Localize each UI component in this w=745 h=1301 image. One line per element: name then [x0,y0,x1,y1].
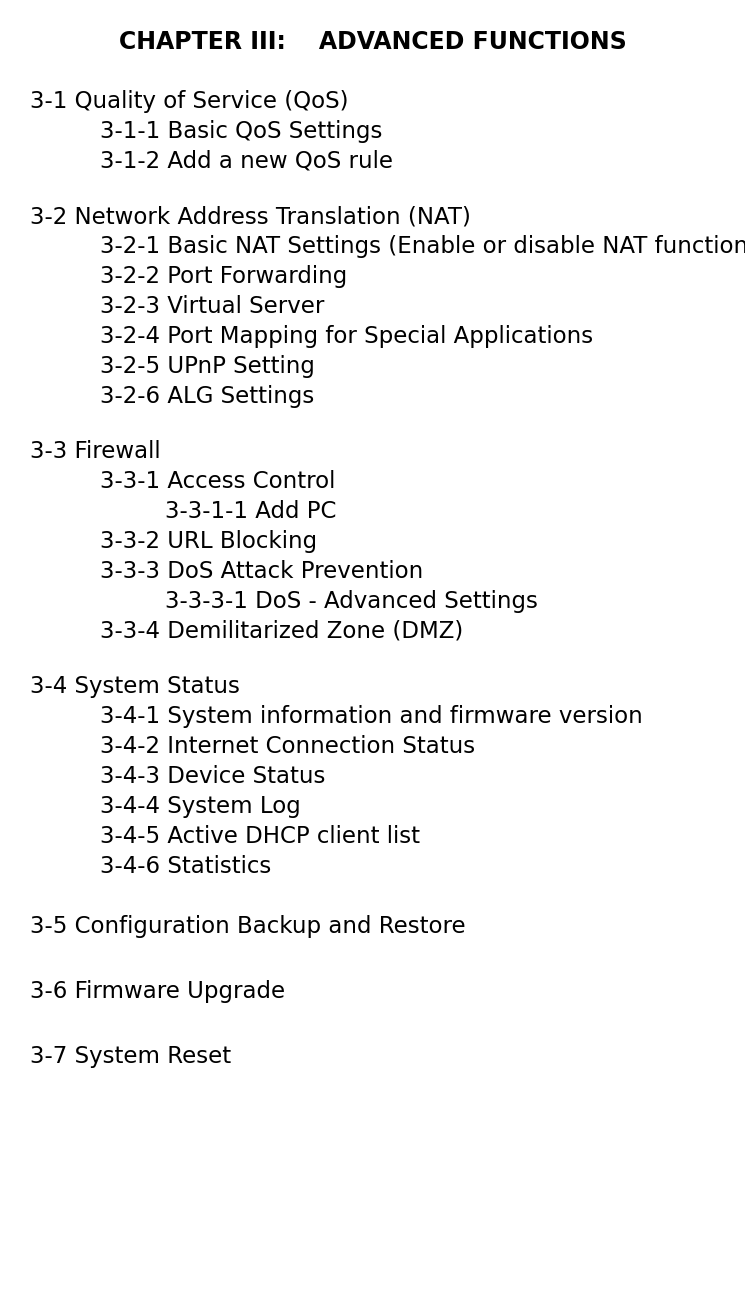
Text: 3-3-3-1 DoS - Advanced Settings: 3-3-3-1 DoS - Advanced Settings [165,589,538,613]
Text: 3-3-1 Access Control: 3-3-1 Access Control [100,470,335,493]
Text: 3-4-3 Device Status: 3-4-3 Device Status [100,765,326,788]
Text: 3-2-1 Basic NAT Settings (Enable or disable NAT function): 3-2-1 Basic NAT Settings (Enable or disa… [100,235,745,258]
Text: 3-1-2 Add a new QoS rule: 3-1-2 Add a new QoS rule [100,150,393,173]
Text: 3-2-4 Port Mapping for Special Applications: 3-2-4 Port Mapping for Special Applicati… [100,325,593,347]
Text: CHAPTER III:    ADVANCED FUNCTIONS: CHAPTER III: ADVANCED FUNCTIONS [118,30,627,55]
Text: 3-2-6 ALG Settings: 3-2-6 ALG Settings [100,385,314,409]
Text: 3-4-4 System Log: 3-4-4 System Log [100,795,301,818]
Text: 3-4-6 Statistics: 3-4-6 Statistics [100,855,271,878]
Text: 3-2-2 Port Forwarding: 3-2-2 Port Forwarding [100,265,347,288]
Text: 3-5 Configuration Backup and Restore: 3-5 Configuration Backup and Restore [30,915,466,938]
Text: 3-3 Firewall: 3-3 Firewall [30,440,161,463]
Text: 3-2-3 Virtual Server: 3-2-3 Virtual Server [100,295,324,317]
Text: 3-4-2 Internet Connection Status: 3-4-2 Internet Connection Status [100,735,475,758]
Text: 3-3-2 URL Blocking: 3-3-2 URL Blocking [100,530,317,553]
Text: 3-4-1 System information and firmware version: 3-4-1 System information and firmware ve… [100,705,643,729]
Text: 3-1-1 Basic QoS Settings: 3-1-1 Basic QoS Settings [100,120,382,143]
Text: 3-7 System Reset: 3-7 System Reset [30,1045,231,1068]
Text: 3-1 Quality of Service (QoS): 3-1 Quality of Service (QoS) [30,90,349,113]
Text: 3-4-5 Active DHCP client list: 3-4-5 Active DHCP client list [100,825,420,848]
Text: 3-3-1-1 Add PC: 3-3-1-1 Add PC [165,500,337,523]
Text: 3-6 Firmware Upgrade: 3-6 Firmware Upgrade [30,980,285,1003]
Text: 3-3-4 Demilitarized Zone (DMZ): 3-3-4 Demilitarized Zone (DMZ) [100,621,463,643]
Text: 3-2-5 UPnP Setting: 3-2-5 UPnP Setting [100,355,315,379]
Text: 3-4 System Status: 3-4 System Status [30,675,240,699]
Text: 3-2 Network Address Translation (NAT): 3-2 Network Address Translation (NAT) [30,206,471,228]
Text: 3-3-3 DoS Attack Prevention: 3-3-3 DoS Attack Prevention [100,559,423,583]
